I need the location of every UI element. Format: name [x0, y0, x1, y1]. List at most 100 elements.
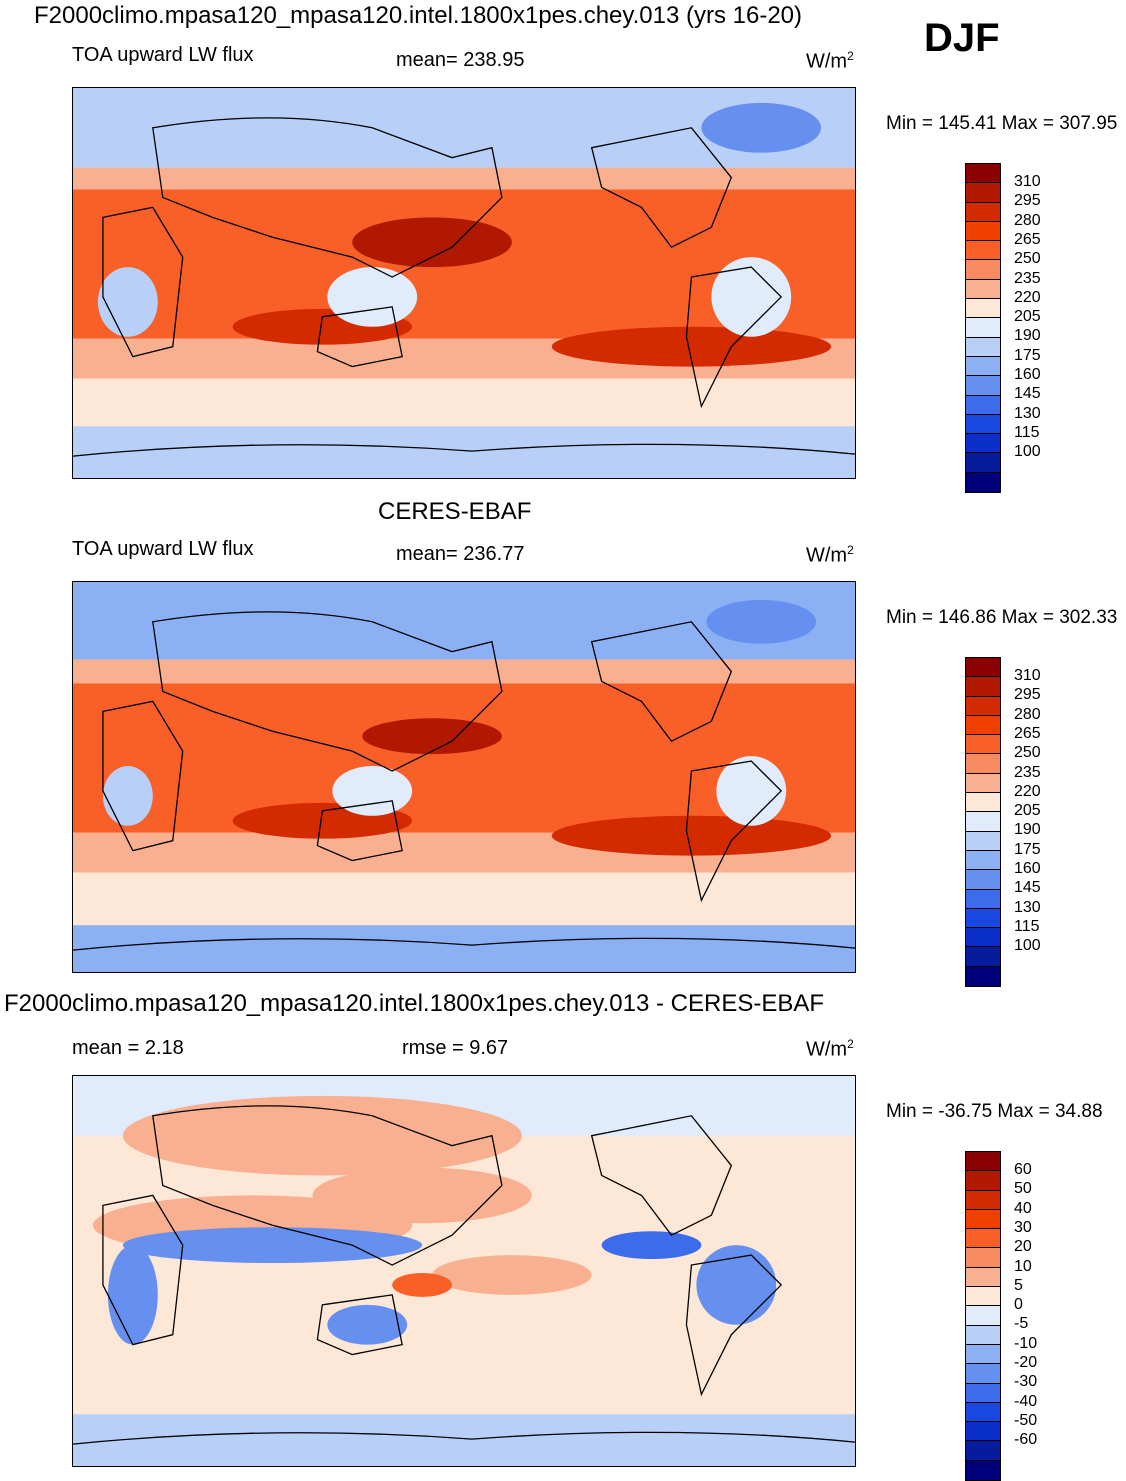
colorbar-swatch	[966, 472, 1000, 493]
colorbar-tick-label: 40	[1014, 1199, 1032, 1217]
colorbar-swatch	[966, 850, 1000, 871]
colorbar-tick-label: 190	[1014, 327, 1041, 345]
panel3-subtitle: F2000climo.mpasa120_mpasa120.intel.1800x…	[4, 990, 825, 1017]
colorbar-tick-label: 235	[1014, 763, 1041, 781]
colorbar-tick-label: 295	[1014, 686, 1041, 704]
panel3-map-field	[73, 1076, 855, 1466]
colorbar-swatch	[966, 812, 1000, 832]
panel1-map	[72, 87, 856, 479]
colorbar-swatch	[966, 1325, 1000, 1345]
colorbar-tick-label: 130	[1014, 404, 1041, 422]
colorbar-swatch	[966, 1364, 1000, 1384]
colorbar-swatch	[966, 658, 1000, 678]
panel1-mean: mean= 238.95	[396, 49, 525, 71]
colorbar-swatch	[966, 299, 1000, 319]
colorbar-swatch	[966, 1441, 1000, 1461]
colorbar-tick-label: 265	[1014, 724, 1041, 742]
colorbar-swatch	[966, 395, 1000, 415]
colorbar-swatch	[966, 947, 1000, 967]
colorbar-swatch	[966, 696, 1000, 716]
colorbar-swatch	[966, 1422, 1000, 1442]
panel1-variable: TOA upward LW flux	[72, 44, 254, 66]
colorbar-swatch	[966, 1190, 1000, 1210]
colorbar-swatch	[966, 870, 1000, 890]
panel3-map	[72, 1075, 856, 1467]
colorbar-tick-label: 20	[1014, 1238, 1032, 1256]
panel2-subtitle: CERES-EBAF	[378, 498, 532, 525]
colorbar-tick-label: 265	[1014, 230, 1041, 248]
colorbar-tick-label: 30	[1014, 1218, 1032, 1236]
colorbar-swatch	[966, 677, 1000, 697]
colorbar-tick-label: -60	[1014, 1431, 1038, 1449]
colorbar-tick-label: 280	[1014, 705, 1041, 723]
colorbar-swatch	[966, 241, 1000, 261]
colorbar-tick-label: 295	[1014, 192, 1041, 210]
panel1-units: W/m2	[806, 49, 854, 73]
colorbar-tick-label: 175	[1014, 346, 1041, 364]
colorbar-swatch	[966, 318, 1000, 338]
season-label: DJF	[924, 16, 1000, 60]
colorbar-swatch	[966, 1152, 1000, 1172]
panel3-minmax: Min = -36.75 Max = 34.88	[886, 1101, 1103, 1122]
colorbar-tick-label: 235	[1014, 269, 1041, 287]
colorbar-tick-label: 160	[1014, 366, 1041, 383]
colorbar-swatch	[966, 793, 1000, 813]
colorbar-swatch	[966, 773, 1000, 794]
panel2-colorbar	[965, 657, 1001, 988]
colorbar-tick-label: 50	[1014, 1180, 1032, 1198]
colorbar-tick-label: -30	[1014, 1373, 1038, 1391]
colorbar-tick-label: 310	[1014, 173, 1041, 190]
colorbar-swatch	[966, 356, 1000, 377]
colorbar-swatch	[966, 715, 1000, 736]
panel3-units: W/m2	[806, 1037, 854, 1061]
colorbar-tick-label: 220	[1014, 288, 1041, 306]
colorbar-tick-label: 220	[1014, 782, 1041, 800]
colorbar-tick-label: -40	[1014, 1392, 1038, 1410]
colorbar-tick-label: 130	[1014, 898, 1041, 916]
colorbar-swatch	[966, 183, 1000, 203]
colorbar-swatch	[966, 1344, 1000, 1365]
panel2-map-field	[73, 582, 855, 972]
colorbar-tick-label: 10	[1014, 1257, 1032, 1275]
colorbar-tick-label: 160	[1014, 860, 1041, 877]
colorbar-swatch	[966, 735, 1000, 755]
colorbar-tick-label: 115	[1014, 917, 1040, 935]
colorbar-swatch	[966, 1267, 1000, 1288]
colorbar-swatch	[966, 1287, 1000, 1307]
panel2-minmax: Min = 146.86 Max = 302.33	[886, 607, 1118, 628]
panel2-variable: TOA upward LW flux	[72, 538, 254, 560]
colorbar-tick-label: 145	[1014, 879, 1041, 897]
colorbar-tick-label: -10	[1014, 1334, 1038, 1352]
colorbar-swatch	[966, 221, 1000, 242]
colorbar-tick-label: -50	[1014, 1411, 1038, 1429]
colorbar-swatch	[966, 202, 1000, 222]
colorbar-tick-label: 100	[1014, 443, 1041, 461]
colorbar-swatch	[966, 434, 1000, 454]
panel2-map	[72, 581, 856, 973]
colorbar-swatch	[966, 414, 1000, 435]
colorbar-tick-label: -20	[1014, 1354, 1038, 1371]
colorbar-tick-label: 280	[1014, 211, 1041, 229]
colorbar-tick-label: 190	[1014, 821, 1041, 839]
colorbar-tick-label: 310	[1014, 667, 1041, 684]
colorbar-tick-label: 205	[1014, 308, 1041, 326]
panel1-colorbar	[965, 163, 1001, 494]
colorbar-tick-label: 60	[1014, 1161, 1032, 1178]
colorbar-tick-label: 205	[1014, 802, 1041, 820]
colorbar-tick-label: 100	[1014, 937, 1041, 955]
colorbar-swatch	[966, 1248, 1000, 1268]
colorbar-swatch	[966, 1171, 1000, 1191]
panel2-units: W/m2	[806, 543, 854, 567]
colorbar-swatch	[966, 1402, 1000, 1423]
panel1-minmax: Min = 145.41 Max = 307.95	[886, 113, 1118, 134]
colorbar-swatch	[966, 453, 1000, 473]
colorbar-swatch	[966, 164, 1000, 184]
colorbar-tick-label: -5	[1014, 1315, 1029, 1333]
colorbar-tick-label: 175	[1014, 840, 1041, 858]
panel3-colorbar	[965, 1151, 1001, 1481]
colorbar-swatch	[966, 831, 1000, 851]
colorbar-tick-label: 0	[1014, 1296, 1023, 1314]
panel3-mean: mean = 2.18	[72, 1037, 184, 1059]
colorbar-swatch	[966, 1209, 1000, 1230]
colorbar-swatch	[966, 754, 1000, 774]
